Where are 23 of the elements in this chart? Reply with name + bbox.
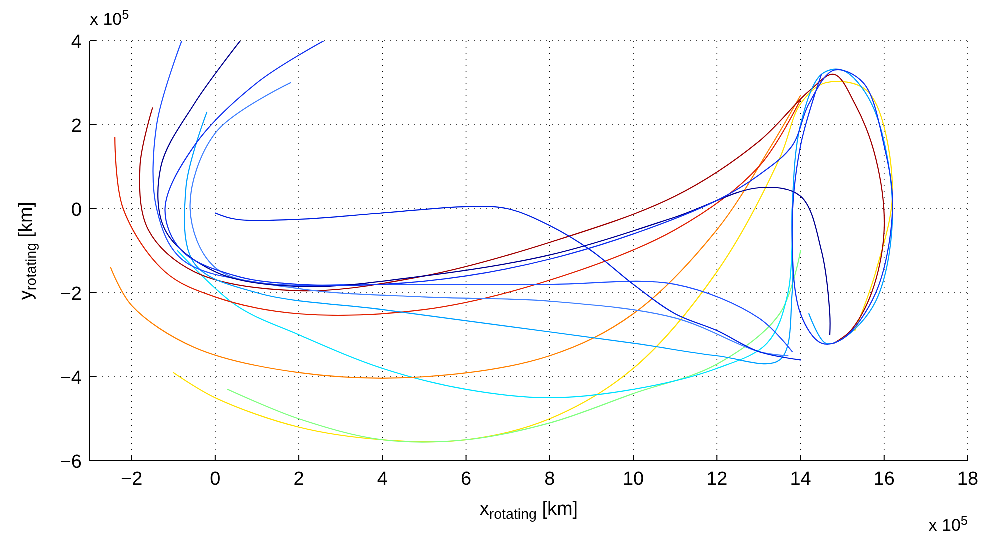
x-axis-title: x$_{rotating}$ [km] — [480, 499, 578, 524]
x-tick-label: 4 — [377, 469, 388, 490]
y-tick-label: 4 — [71, 32, 82, 53]
x-tick-label: 16 — [874, 469, 895, 490]
y-tick-label: 2 — [71, 116, 82, 137]
line-series — [190, 82, 789, 357]
line-series — [110, 95, 802, 379]
x-tick-label: 2 — [294, 469, 304, 490]
x-tick-label: 0 — [210, 469, 221, 490]
y-tick-label: −2 — [60, 284, 82, 305]
y-tick-label: 0 — [71, 200, 82, 221]
x-tick-label: 6 — [460, 469, 472, 490]
x-tick-label: 8 — [544, 469, 556, 490]
line-series — [214, 206, 802, 361]
x-tick-label: 18 — [957, 469, 979, 490]
y-tick-label: −4 — [60, 368, 82, 389]
x-tick-label: 10 — [622, 469, 644, 490]
x-tick-label: −2 — [120, 469, 143, 490]
x-tick-label: 14 — [790, 469, 812, 490]
y-tick-label: −6 — [60, 452, 82, 473]
text: x 10$^{5}$ — [928, 513, 968, 535]
text: x 10$^{5}$ — [90, 7, 130, 29]
x-tick-label: 12 — [706, 469, 728, 490]
